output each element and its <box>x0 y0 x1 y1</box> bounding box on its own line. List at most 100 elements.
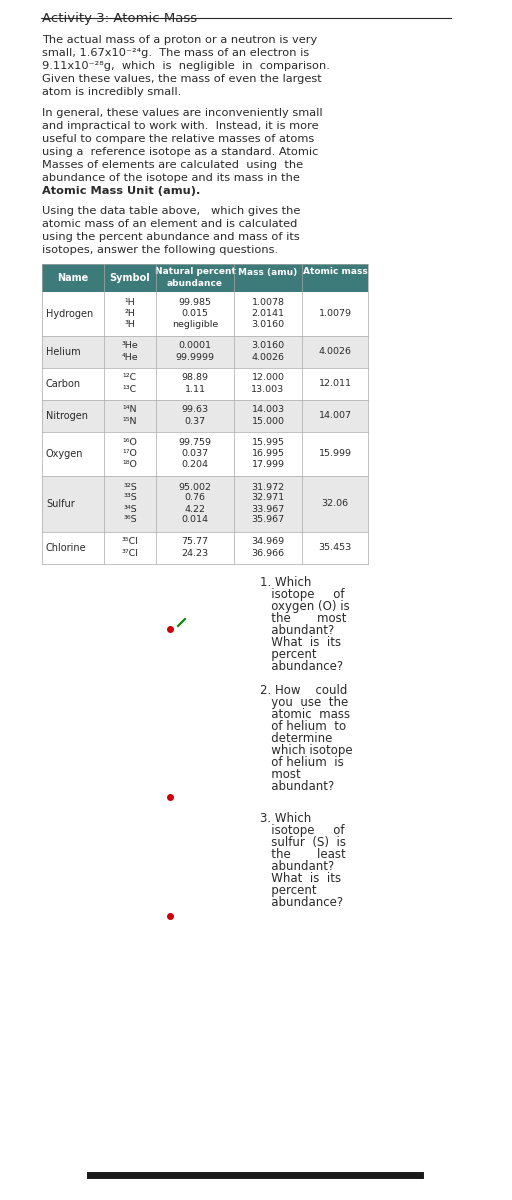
FancyBboxPatch shape <box>42 400 368 432</box>
Text: Mass (amu): Mass (amu) <box>239 268 297 276</box>
Text: atomic  mass: atomic mass <box>260 708 350 721</box>
Text: ³²S: ³²S <box>123 482 137 492</box>
Text: Given these values, the mass of even the largest: Given these values, the mass of even the… <box>42 74 322 84</box>
Text: percent: percent <box>260 648 316 661</box>
Text: 3.0160: 3.0160 <box>251 342 285 350</box>
Text: ¹²C: ¹²C <box>123 373 137 383</box>
Text: 15.995: 15.995 <box>251 438 285 446</box>
Text: 4.0026: 4.0026 <box>318 348 352 356</box>
Text: Symbol: Symbol <box>110 272 151 283</box>
Text: 99.985: 99.985 <box>179 298 211 307</box>
Text: abundance of the isotope and its mass in the: abundance of the isotope and its mass in… <box>42 173 300 182</box>
Text: 16.995: 16.995 <box>251 449 285 458</box>
FancyBboxPatch shape <box>42 264 368 292</box>
FancyBboxPatch shape <box>42 368 368 400</box>
Text: Activity 3: Atomic Mass: Activity 3: Atomic Mass <box>42 12 197 25</box>
Text: ²H: ²H <box>124 308 136 318</box>
Text: abundant?: abundant? <box>260 624 334 637</box>
Text: What  is  its: What is its <box>260 636 341 649</box>
Text: What  is  its: What is its <box>260 872 341 886</box>
Text: ³⁶S: ³⁶S <box>123 516 137 524</box>
Text: Helium: Helium <box>46 347 80 358</box>
Text: abundant?: abundant? <box>260 780 334 793</box>
Text: useful to compare the relative masses of atoms: useful to compare the relative masses of… <box>42 134 314 144</box>
Text: of helium  to: of helium to <box>260 720 346 733</box>
Text: 0.014: 0.014 <box>181 516 208 524</box>
Text: you  use  the: you use the <box>260 696 348 709</box>
Text: ¹⁷O: ¹⁷O <box>122 449 137 458</box>
Text: ³⁷Cl: ³⁷Cl <box>121 548 138 558</box>
Text: 17.999: 17.999 <box>251 460 285 469</box>
Text: 15.000: 15.000 <box>251 416 285 426</box>
FancyBboxPatch shape <box>42 476 368 532</box>
Text: determine: determine <box>260 732 332 745</box>
Text: and impractical to work with.  Instead, it is more: and impractical to work with. Instead, i… <box>42 121 318 131</box>
Text: atomic mass of an element and is calculated: atomic mass of an element and is calcula… <box>42 218 297 229</box>
Text: 1.0078: 1.0078 <box>251 298 285 307</box>
FancyBboxPatch shape <box>42 532 368 564</box>
Text: Natural percent: Natural percent <box>155 268 236 276</box>
Text: 24.23: 24.23 <box>181 548 208 558</box>
Text: Hydrogen: Hydrogen <box>46 308 93 319</box>
Text: most: most <box>260 768 301 781</box>
Text: 99.63: 99.63 <box>181 406 208 414</box>
Text: 0.37: 0.37 <box>184 416 205 426</box>
Text: 14.003: 14.003 <box>251 406 285 414</box>
Text: 34.969: 34.969 <box>251 538 285 546</box>
Text: 99.9999: 99.9999 <box>176 353 215 361</box>
Text: 36.966: 36.966 <box>251 548 285 558</box>
Text: 99.759: 99.759 <box>179 438 211 446</box>
Text: 35.967: 35.967 <box>251 516 285 524</box>
Text: 2. How    could: 2. How could <box>260 684 347 697</box>
Text: ¹⁶O: ¹⁶O <box>122 438 137 446</box>
Text: Using the data table above,   which gives the: Using the data table above, which gives … <box>42 206 301 216</box>
Text: 12.011: 12.011 <box>318 379 352 389</box>
Text: Masses of elements are calculated  using  the: Masses of elements are calculated using … <box>42 160 303 170</box>
Text: 0.037: 0.037 <box>181 449 208 458</box>
Text: oxygen (O) is: oxygen (O) is <box>260 600 350 613</box>
Text: isotopes, answer the following questions.: isotopes, answer the following questions… <box>42 245 278 254</box>
Text: small, 1.67x10⁻²⁴g.  The mass of an electron is: small, 1.67x10⁻²⁴g. The mass of an elect… <box>42 48 309 58</box>
Text: 98.89: 98.89 <box>181 373 208 383</box>
Text: Chlorine: Chlorine <box>46 542 87 553</box>
Text: 3. Which: 3. Which <box>260 812 311 826</box>
Text: 0.204: 0.204 <box>181 460 208 469</box>
Text: 33.967: 33.967 <box>251 504 285 514</box>
Text: In general, these values are inconveniently small: In general, these values are inconvenien… <box>42 108 323 118</box>
Text: Name: Name <box>57 272 89 283</box>
Text: Atomic mass: Atomic mass <box>303 268 368 276</box>
Text: The actual mass of a proton or a neutron is very: The actual mass of a proton or a neutron… <box>42 35 317 44</box>
Text: abundance: abundance <box>167 280 223 288</box>
Text: the       least: the least <box>260 848 346 862</box>
Text: Oxygen: Oxygen <box>46 449 83 458</box>
Text: abundant?: abundant? <box>260 860 334 874</box>
FancyBboxPatch shape <box>42 432 368 476</box>
Text: ¹⁴N: ¹⁴N <box>123 406 137 414</box>
Text: ¹³C: ¹³C <box>123 384 137 394</box>
Text: the       most: the most <box>260 612 347 625</box>
Text: 0.0001: 0.0001 <box>179 342 211 350</box>
Text: ¹⁵N: ¹⁵N <box>123 416 137 426</box>
Text: Nitrogen: Nitrogen <box>46 410 88 421</box>
Text: ³⁵Cl: ³⁵Cl <box>121 538 138 546</box>
Text: 32.06: 32.06 <box>322 499 349 509</box>
Text: ³H: ³H <box>124 320 136 329</box>
Text: 95.002: 95.002 <box>179 482 211 492</box>
Text: ³³S: ³³S <box>123 493 137 503</box>
Text: negligible: negligible <box>172 320 218 329</box>
Text: 75.77: 75.77 <box>181 538 208 546</box>
Text: 1.11: 1.11 <box>184 384 205 394</box>
Text: 0.015: 0.015 <box>181 308 208 318</box>
FancyBboxPatch shape <box>42 336 368 368</box>
Text: 1. Which: 1. Which <box>260 576 311 589</box>
Text: Carbon: Carbon <box>46 379 81 389</box>
Text: 31.972: 31.972 <box>251 482 285 492</box>
Text: 35.453: 35.453 <box>318 544 352 552</box>
Text: using the percent abundance and mass of its: using the percent abundance and mass of … <box>42 232 300 242</box>
Text: abundance?: abundance? <box>260 896 343 910</box>
Text: isotope     of: isotope of <box>260 824 345 838</box>
Text: Atomic Mass Unit (amu).: Atomic Mass Unit (amu). <box>42 186 200 196</box>
Text: 0.76: 0.76 <box>184 493 205 503</box>
Text: 32.971: 32.971 <box>251 493 285 503</box>
Text: ⁴He: ⁴He <box>122 353 138 361</box>
